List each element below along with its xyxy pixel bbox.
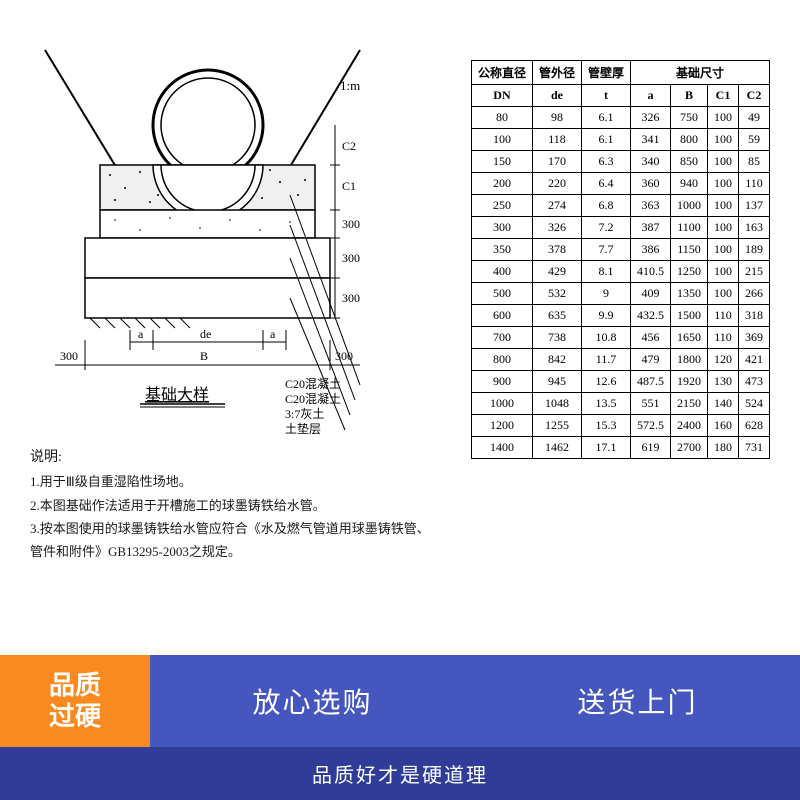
table-row: 80986.132675010049	[471, 107, 769, 129]
content-area: 1:m	[0, 0, 800, 655]
svg-text:300: 300	[342, 291, 360, 305]
table-row: 3503787.73861150100189	[471, 239, 769, 261]
svg-text:C1: C1	[342, 179, 356, 193]
diagram-svg: 1:m	[30, 40, 410, 440]
table-row: 1000104813.55512150140524	[471, 393, 769, 415]
bottom-text: 品质好才是硬道理	[312, 759, 488, 788]
svg-text:3:7灰土: 3:7灰土	[285, 407, 324, 421]
table-row: 3003267.23871100100163	[471, 217, 769, 239]
svg-text:B: B	[200, 349, 208, 363]
dimension-table: 公称直径管外径管壁厚基础尺寸DNdetaBC1C2 80986.13267501…	[471, 60, 770, 459]
table-row: 70073810.84561650110369	[471, 327, 769, 349]
svg-text:a: a	[270, 327, 276, 341]
svg-text:300: 300	[342, 251, 360, 265]
table: 公称直径管外径管壁厚基础尺寸DNdetaBC1C2 80986.13267501…	[471, 60, 770, 459]
footer-item: 送货上门	[577, 681, 697, 721]
footer-item: 放心选购	[252, 681, 372, 721]
table-row: 1001186.134180010059	[471, 129, 769, 151]
table-row: 6006359.9432.51500110318	[471, 305, 769, 327]
quality-badge: 品质过硬	[0, 655, 150, 747]
svg-text:土垫层: 土垫层	[285, 421, 321, 436]
note-line: 2.本图基础作法适用于开槽施工的球墨铸铁给水管。	[30, 494, 430, 517]
svg-text:a: a	[138, 327, 144, 341]
table-row: 1400146217.16192700180731	[471, 437, 769, 459]
svg-text:de: de	[200, 327, 211, 341]
diagram-title: 基础大样	[145, 386, 209, 404]
table-row: 4004298.1410.51250100215	[471, 261, 769, 283]
table-row: 90094512.6487.51920130473	[471, 371, 769, 393]
foundation-diagram: 1:m	[30, 40, 410, 440]
svg-text:C2: C2	[342, 139, 356, 153]
scale-label: 1:m	[340, 78, 360, 93]
svg-text:300: 300	[335, 349, 353, 363]
note-line: 1.用于Ⅲ级自重湿陷性场地。	[30, 470, 430, 493]
svg-text:300: 300	[342, 217, 360, 231]
notes-title: 说明:	[30, 445, 430, 470]
footer-right: 放心选购 送货上门	[150, 655, 800, 747]
svg-text:C20混凝土: C20混凝土	[285, 376, 341, 391]
table-row: 2002206.4360940100110	[471, 173, 769, 195]
notes-block: 说明: 1.用于Ⅲ级自重湿陷性场地。 2.本图基础作法适用于开槽施工的球墨铸铁给…	[30, 445, 430, 564]
note-line: 3.按本图使用的球墨铸铁给水管应符合《水及燃气管道用球墨铸铁管、管件和附件》GB…	[30, 517, 430, 564]
table-row: 80084211.74791800120421	[471, 349, 769, 371]
svg-text:C20混凝土: C20混凝土	[285, 391, 341, 406]
table-row: 2502746.83631000100137	[471, 195, 769, 217]
footer-band: 品质过硬 放心选购 送货上门	[0, 655, 800, 747]
table-row: 1501706.334085010085	[471, 151, 769, 173]
svg-text:300: 300	[60, 349, 78, 363]
table-row: 50053294091350100266	[471, 283, 769, 305]
table-row: 1200125515.3572.52400160628	[471, 415, 769, 437]
bottom-strip: 品质好才是硬道理	[0, 747, 800, 800]
